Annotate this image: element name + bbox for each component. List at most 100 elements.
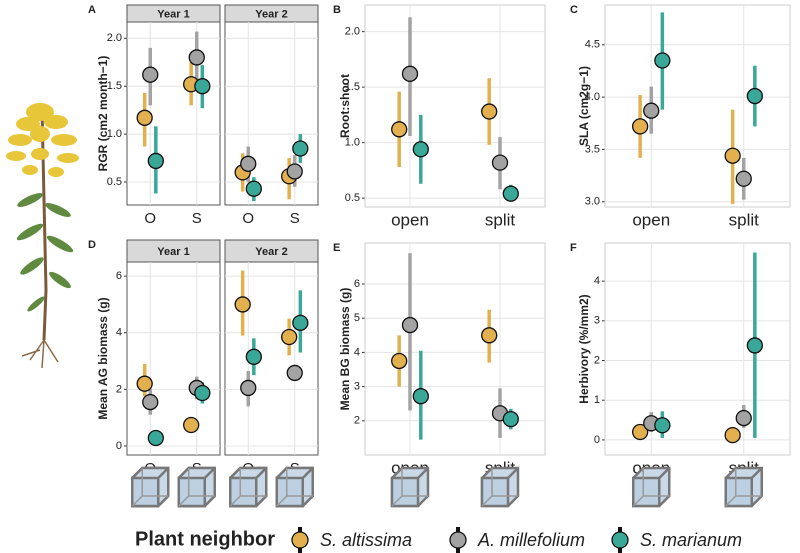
panels: A RGR (cm2 month−1) 0.5 1.0 1.5 2.0 Year 1 O S Ye… [88, 4, 791, 508]
panel-label: B [333, 4, 341, 16]
y-axis-label: Mean BG biomass (g) [338, 288, 352, 411]
y-tick-label: 2.0 [345, 26, 360, 38]
cube-icon [724, 466, 763, 508]
x-tick-label: split [729, 210, 760, 229]
facet-title: Year 2 [255, 8, 287, 20]
point [654, 52, 671, 69]
point [142, 393, 159, 411]
cube-icon [177, 466, 216, 508]
y-tick-label: 4 [594, 275, 600, 287]
facet-strip [224, 239, 319, 263]
panel-label: F [570, 242, 577, 254]
legend-title: Plant neighbor [135, 528, 275, 550]
y-tick-label: 5 [354, 312, 360, 324]
y-tick-label: 0.5 [345, 192, 360, 204]
point [245, 180, 262, 197]
point [391, 121, 408, 138]
plot-background [364, 242, 546, 456]
plot-background [126, 261, 221, 456]
plot-background [604, 4, 791, 208]
point [292, 314, 309, 331]
point [142, 66, 159, 83]
facet-strip [224, 4, 319, 23]
y-tick-label: 6 [354, 278, 360, 290]
point [724, 426, 741, 444]
y-tick-label: 0 [594, 434, 600, 446]
point [654, 417, 671, 434]
facet-title: Year 1 [157, 8, 189, 20]
panel-label: E [333, 242, 340, 254]
plot-background [364, 4, 546, 208]
point [735, 170, 752, 187]
point [632, 423, 649, 441]
point [412, 141, 429, 158]
point [643, 102, 660, 119]
x-tick-label: O [144, 210, 156, 227]
point [481, 327, 498, 344]
point [183, 416, 200, 434]
y-tick-label: 4.0 [585, 91, 600, 103]
point [735, 409, 752, 427]
point [491, 154, 509, 171]
x-tick-label: open [391, 210, 429, 229]
facet-strip [126, 239, 221, 263]
panel-label: A [88, 4, 96, 16]
legend-swatch [291, 531, 309, 549]
legend: Plant neighbor S. altissima A. millefoliu… [135, 527, 742, 553]
y-tick-label: 1 [594, 394, 600, 406]
cube-icon [275, 466, 314, 508]
facet-strip [126, 4, 221, 23]
y-tick-label: 2 [116, 383, 122, 395]
y-tick-label: 3 [354, 381, 360, 393]
y-tick-label: 3.0 [585, 196, 600, 208]
y-tick-label: 3 [594, 315, 600, 327]
point [240, 379, 257, 397]
point [391, 352, 408, 370]
point [724, 147, 741, 164]
point [412, 388, 429, 405]
facet-title: Year 1 [157, 246, 189, 258]
point [136, 109, 153, 126]
y-tick-label: 0.5 [107, 176, 122, 188]
point [147, 429, 164, 447]
y-tick-label: 1.0 [107, 128, 122, 140]
y-tick-label: 1.5 [345, 81, 360, 93]
y-tick-label: 4.5 [585, 39, 600, 51]
y-axis-label: Root:shoot [338, 74, 352, 138]
y-axis-label: Herbivory (%/mm2) [577, 294, 591, 403]
point [401, 316, 419, 334]
x-tick-label: split [485, 210, 516, 229]
plot-background [224, 261, 319, 456]
point [245, 348, 262, 365]
point [746, 87, 763, 105]
y-axis-label: Mean AG biomass (g) [96, 297, 110, 419]
point [286, 364, 303, 382]
y-tick-label: 2.0 [107, 32, 122, 44]
cube-icon [390, 466, 430, 508]
y-axis-label: SLA (cm2g−1) [577, 66, 591, 146]
point [234, 296, 251, 313]
point [240, 155, 257, 172]
cube-icon [131, 466, 170, 508]
x-tick-label: O [242, 210, 254, 227]
point [194, 384, 211, 402]
y-tick-label: 1.0 [345, 137, 360, 149]
plant-illustration [6, 103, 79, 369]
cube-icon [632, 466, 671, 508]
legend-label: A. millefolium [477, 530, 585, 550]
point [481, 103, 498, 120]
cube-icon [229, 466, 268, 508]
x-tick-label: open [632, 210, 670, 229]
x-tick-label: S [192, 210, 202, 227]
point [136, 375, 153, 392]
point [746, 337, 763, 354]
legend-swatch [611, 531, 629, 549]
point [632, 118, 649, 135]
panel-label: C [570, 4, 578, 16]
y-tick-label: 4 [116, 327, 122, 339]
point [286, 163, 303, 180]
legend-swatch [449, 531, 467, 549]
y-axis-label: RGR (cm2 month−1) [96, 56, 110, 172]
plot-background [604, 242, 791, 456]
